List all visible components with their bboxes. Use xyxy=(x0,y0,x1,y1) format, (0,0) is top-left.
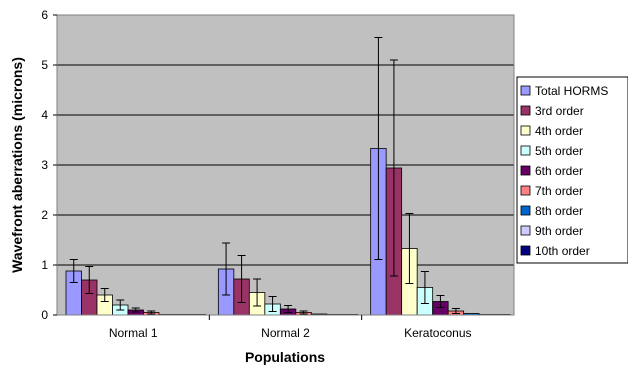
y-tick-label: 0 xyxy=(41,308,48,322)
y-tick-label: 1 xyxy=(41,258,48,272)
legend-swatch xyxy=(520,165,531,176)
legend-label: 10th order xyxy=(535,244,590,258)
legend-swatch xyxy=(520,105,531,116)
legend-label: 3rd order xyxy=(535,104,584,118)
error-bars xyxy=(69,37,460,315)
legend-swatch xyxy=(520,145,531,156)
legend-swatch xyxy=(520,185,531,196)
legend-label: 5th order xyxy=(535,144,583,158)
legend-label: 8th order xyxy=(535,204,583,218)
legend-swatch xyxy=(520,205,531,216)
x-axis-title: Populations xyxy=(245,349,325,365)
legend-swatch xyxy=(520,85,531,96)
x-tick-label: Normal 2 xyxy=(261,326,310,340)
legend-label: 9th order xyxy=(535,224,583,238)
x-tick-label: Keratoconus xyxy=(404,326,471,340)
y-tick-label: 3 xyxy=(41,158,48,172)
x-tick-labels: Normal 1 Normal 2 Keratoconus xyxy=(109,315,472,340)
legend: Total HORMS 3rd order 4th order 5th order 6t… xyxy=(516,76,628,264)
legend-swatch xyxy=(520,245,531,256)
y-tick-label: 5 xyxy=(41,58,48,72)
legend-label: 7th order xyxy=(535,184,583,198)
legend-swatch xyxy=(520,225,531,236)
y-tick-label: 6 xyxy=(41,8,48,22)
legend-swatch xyxy=(520,125,531,136)
y-tick-labels: 0 1 2 3 4 5 6 xyxy=(41,8,57,322)
y-tick-label: 2 xyxy=(41,208,48,222)
legend-label: 4th order xyxy=(535,124,583,138)
legend-box xyxy=(516,76,628,264)
y-tick-label: 4 xyxy=(41,108,48,122)
y-axis-title: Wavefront aberrations (microns) xyxy=(9,57,25,273)
legend-label: 6th order xyxy=(535,164,583,178)
legend-label: Total HORMS xyxy=(535,84,608,98)
x-tick-label: Normal 1 xyxy=(109,326,158,340)
